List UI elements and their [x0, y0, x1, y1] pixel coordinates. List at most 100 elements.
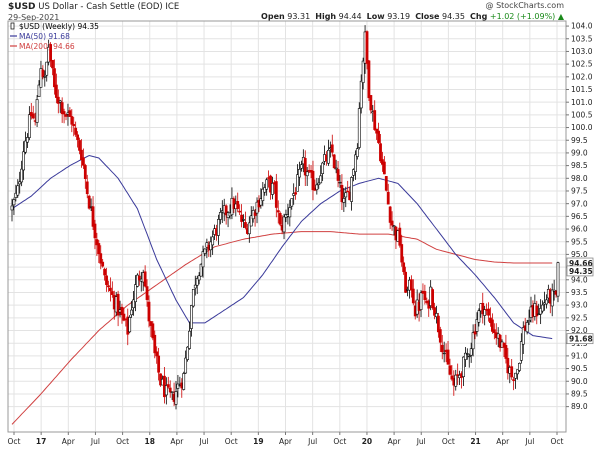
candle-body — [409, 279, 413, 291]
candle-body — [253, 212, 257, 216]
candle-body — [352, 169, 355, 176]
candle-body — [512, 379, 516, 381]
candle-body — [263, 187, 267, 193]
candle-body — [190, 305, 193, 329]
ohlc-readout: Open 93.31 High 94.44 Low 93.19 Close 94… — [261, 12, 564, 21]
candle-body — [373, 110, 377, 130]
candle-body — [224, 205, 228, 216]
candle-body — [462, 356, 465, 377]
candle-body — [305, 171, 309, 177]
candle-body — [37, 84, 41, 97]
candle-body — [483, 309, 487, 316]
y-tick-label: 102.0 — [571, 72, 593, 81]
candle-body — [384, 176, 388, 191]
candle-body — [330, 144, 334, 153]
x-tick-label: Oct — [8, 437, 21, 446]
candle-body — [166, 384, 170, 388]
low-label: Low — [366, 12, 385, 21]
candle-body — [440, 344, 444, 353]
candle-body — [120, 306, 124, 316]
candle-body — [209, 241, 213, 251]
ma50-line — [11, 154, 553, 340]
candle-body — [87, 195, 91, 209]
candle-body — [145, 286, 149, 300]
candle-body — [195, 278, 199, 286]
instrument-name: US Dollar - Cash Settle (EOD) ICE — [38, 2, 180, 12]
candle-body — [217, 219, 220, 236]
candle-body — [153, 334, 157, 354]
legend-ma50-label: MA(50) 91.68 — [19, 32, 70, 41]
candle-body — [350, 177, 353, 202]
y-tick-label: 94.0 — [571, 275, 588, 284]
x-tick-label: Apr — [279, 437, 293, 446]
y-tick-label: 93.0 — [571, 301, 588, 310]
candle-body — [244, 222, 247, 228]
candle-body — [303, 158, 307, 176]
candle-body — [259, 198, 263, 206]
candle-body — [95, 239, 99, 246]
candle-body — [487, 308, 490, 316]
y-tick-label: 95.5 — [571, 237, 588, 246]
x-tick-label: Apr — [388, 437, 402, 446]
close-label: Close — [415, 12, 440, 21]
candle-body — [471, 332, 475, 350]
candle-body — [433, 307, 436, 316]
candle-body — [26, 137, 29, 143]
candle-body — [186, 346, 189, 360]
candle-body — [132, 299, 135, 309]
candle-body — [45, 61, 49, 76]
candle-body — [174, 391, 178, 405]
candle-body — [398, 227, 402, 246]
candle-body — [236, 201, 240, 209]
close-value: 94.35 — [442, 12, 465, 21]
candle-body — [357, 108, 361, 148]
x-tick-label: Jul — [416, 437, 426, 446]
candle-body — [442, 352, 446, 355]
candle-body — [51, 59, 54, 69]
candle-body — [369, 95, 373, 111]
candle-body — [338, 181, 342, 184]
candle-body — [20, 168, 24, 183]
y-tick-label: 96.5 — [571, 212, 588, 221]
x-tick-label: Jul — [90, 437, 100, 446]
candle-body — [54, 84, 58, 98]
candle-body — [436, 315, 440, 333]
candle-body — [147, 301, 151, 322]
candle-body — [390, 220, 394, 226]
y-tick-label: 89.0 — [571, 402, 588, 411]
candle-body — [278, 213, 282, 225]
candle-body — [64, 114, 68, 117]
candle-body — [423, 291, 427, 301]
y-tick-label: 101.5 — [571, 85, 593, 94]
candle-body — [516, 369, 519, 375]
candle-body — [491, 319, 494, 332]
low-value: 93.19 — [387, 12, 411, 21]
y-tick-label: 98.5 — [571, 161, 588, 170]
candle-body — [211, 236, 215, 246]
x-tick-label: Oct — [333, 437, 346, 446]
candle-body — [199, 263, 203, 277]
candle-body — [321, 162, 325, 174]
candle-body — [463, 352, 467, 360]
y-tick-label: 103.5 — [571, 34, 593, 43]
candle-body — [510, 366, 514, 378]
candle-body — [201, 251, 205, 268]
candle-body — [315, 184, 319, 191]
candle-body — [108, 287, 112, 292]
y-tick-label: 92.0 — [571, 326, 588, 335]
candle-body — [519, 341, 523, 361]
y-tick-label: 97.5 — [571, 187, 588, 196]
candle-body — [377, 130, 380, 143]
candle-body — [97, 243, 101, 255]
candle-body — [342, 198, 346, 203]
candle-body — [525, 322, 529, 333]
candle-body — [157, 355, 161, 373]
y-tick-label: 90.0 — [571, 377, 588, 386]
candle-body — [327, 149, 330, 164]
y-tick-label: 90.5 — [571, 364, 588, 373]
candle-body — [43, 76, 47, 78]
candle-body — [101, 261, 105, 267]
candle-body — [404, 271, 407, 293]
candle-body — [344, 192, 348, 198]
